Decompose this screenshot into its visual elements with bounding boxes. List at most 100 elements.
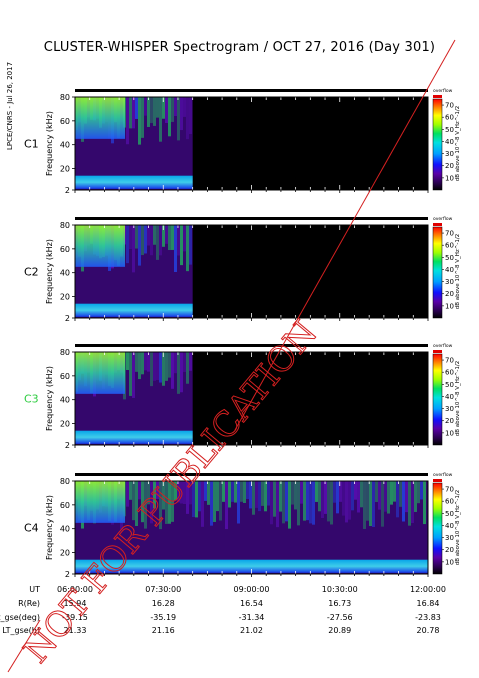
- spectrum-column: [288, 481, 291, 529]
- chart-title: CLUSTER-WHISPER Spectrogram / OCT 27, 20…: [43, 40, 436, 55]
- colorbar-tick-label: 40: [445, 393, 454, 401]
- ephemeris-value: -27.56: [327, 613, 353, 622]
- colorbar-top-label: overflow: [433, 343, 453, 349]
- spectrum-column: [177, 481, 180, 503]
- spectrum-column: [138, 97, 141, 145]
- emission-low-band: [75, 175, 193, 189]
- spectrum-column: [189, 352, 192, 371]
- spectrum-column: [162, 481, 165, 510]
- spectrum-column: [354, 481, 357, 500]
- spectrum-column: [162, 97, 165, 119]
- spectrum-column: [240, 481, 243, 502]
- spectrum-column: [291, 481, 294, 505]
- colorbar-label: dB above 10^-8 V_Hz^-1/2: [455, 234, 461, 309]
- spectrum-column: [165, 225, 168, 244]
- emission-high: [75, 481, 125, 523]
- y-axis-label: Frequency (kHz): [45, 111, 54, 176]
- plot-frame: [74, 96, 429, 191]
- spectrum-column: [273, 481, 276, 517]
- ephemeris-row: R(Re) 15.94 16.28 16.54 16.73 16.84: [18, 599, 439, 608]
- spectrum-column: [246, 481, 249, 499]
- colorbar-label: dB above 10^-8 V_Hz^-1/2: [455, 361, 461, 436]
- spectrum-column: [138, 352, 141, 380]
- colorbar-overflow: [433, 95, 442, 98]
- colorbar-tick-label: 70: [445, 486, 454, 494]
- colorbar-tick-label: 50: [445, 254, 454, 262]
- spectrum-column: [126, 352, 129, 370]
- spectrum-column: [132, 352, 135, 398]
- spectrum-column: [306, 481, 309, 521]
- y-tick-label: 80: [60, 348, 70, 357]
- spectrum-column: [300, 481, 303, 504]
- spectrum-column: [156, 97, 159, 118]
- ephemeris-value: 15.94: [64, 599, 87, 608]
- y-axis-label: Frequency (kHz): [45, 239, 54, 304]
- spectrogram-data: [75, 352, 193, 445]
- ephemeris-value: 21.33: [64, 626, 87, 635]
- colorbar-tick-label: 30: [445, 150, 454, 158]
- ephemeris-value: 06:00:00: [57, 585, 93, 594]
- spectrum-column: [357, 481, 360, 513]
- spectrum-column: [330, 481, 333, 525]
- spectrum-column: [147, 97, 150, 127]
- spectrum-column: [141, 481, 144, 523]
- spectrum-column: [315, 481, 318, 502]
- colorbar-tick-label: 10: [445, 174, 454, 182]
- panel-header-bar: [75, 217, 428, 220]
- y-tick-label: 60: [60, 245, 70, 254]
- spectrum-column: [159, 352, 162, 383]
- spectrum-column: [189, 481, 192, 505]
- spectrum-column: [303, 481, 306, 521]
- spectrum-column: [225, 481, 228, 530]
- spectrum-column: [129, 352, 132, 396]
- spectrum-column: [162, 352, 165, 386]
- y-tick-label: 2: [65, 570, 70, 579]
- spectrum-column: [186, 352, 189, 384]
- spectrum-column: [183, 352, 186, 372]
- spectrum-column: [159, 225, 162, 256]
- spectrum-column: [156, 225, 159, 260]
- spectrum-column: [405, 481, 408, 513]
- spectrum-column: [159, 481, 162, 530]
- spectrum-column: [183, 481, 186, 505]
- spectrum-column: [168, 97, 171, 137]
- colorbar-tick-label: 30: [445, 405, 454, 413]
- spectrum-column: [189, 97, 192, 135]
- colorbar-tick-label: 40: [445, 522, 454, 530]
- ephemeris-value: -35.19: [150, 613, 176, 622]
- spectrum-column: [174, 225, 177, 272]
- spacecraft-label: C2: [24, 266, 39, 279]
- plot-frame: [74, 224, 429, 319]
- colorbar-tick-label: 60: [445, 369, 454, 377]
- ephemeris-value: 10:30:00: [322, 585, 358, 594]
- spectrum-column: [396, 481, 399, 518]
- ephemeris-value: -31.34: [239, 613, 265, 622]
- spectrum-column: [345, 481, 348, 523]
- colorbar-tick-label: 50: [445, 381, 454, 389]
- spectrum-column: [195, 481, 198, 518]
- x-ticks: [74, 481, 429, 577]
- spectrum-column: [180, 481, 183, 504]
- colorbar-tick-label: 40: [445, 266, 454, 274]
- plot-frame: [74, 480, 429, 575]
- ephemeris-value: 09:00:00: [234, 585, 270, 594]
- spectrum-column: [138, 225, 141, 266]
- spectrum-column: [168, 225, 171, 251]
- spectrum-column: [231, 481, 234, 502]
- spectrogram-data: [75, 225, 193, 318]
- colorbar-tick-label: 20: [445, 290, 454, 298]
- y-tick-label: 2: [65, 441, 70, 450]
- colorbar-tick-label: 60: [445, 242, 454, 250]
- colorbar-tick-label: 10: [445, 302, 454, 310]
- y-tick-label: 60: [60, 117, 70, 126]
- colorbar: [432, 226, 443, 319]
- ephemeris-value: 21.02: [240, 626, 263, 635]
- colorbar-overflow: [433, 350, 442, 353]
- spectrum-column: [180, 225, 183, 266]
- spectrum-column: [264, 481, 267, 512]
- ephemeris-value: 16.28: [152, 599, 175, 608]
- spacecraft-label: C4: [24, 522, 39, 535]
- spectrum-column: [144, 481, 147, 529]
- spectrum-column: [150, 352, 153, 387]
